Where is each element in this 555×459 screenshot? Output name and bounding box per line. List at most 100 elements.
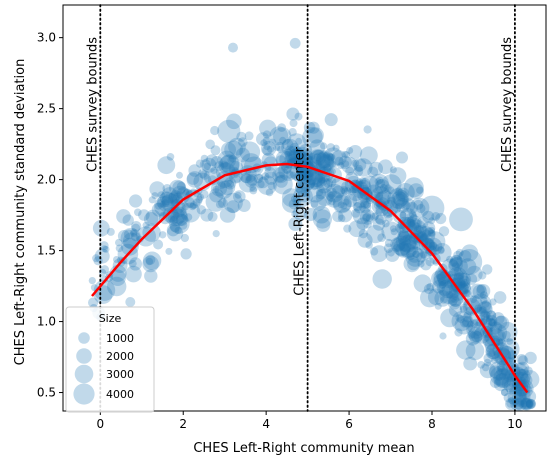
scatter-point [397,231,412,246]
scatter-point [159,231,167,239]
scatter-point [297,171,309,184]
scatter-point [419,195,445,221]
scatter-point [125,265,142,283]
scatter-point [399,239,419,258]
scatter-point [221,160,229,168]
scatter-point [256,173,264,181]
scatter-point [460,318,470,328]
scatter-point [453,267,462,275]
scatter-point [485,310,497,321]
scatter-point [142,251,162,270]
legend-marker [78,332,90,344]
scatter-point [240,172,252,184]
scatter-point [495,338,504,347]
scatter-point [389,167,407,185]
scatter-point [282,139,294,151]
scatter-point [365,241,373,249]
y-axis-label: CHES Left-Right community standard devia… [13,59,28,366]
scatter-point [289,37,301,49]
scatter-point [521,398,533,410]
scatter-point [413,230,427,244]
scatter-point [323,147,344,168]
scatter-point [92,219,110,237]
scatter-point [218,181,226,190]
scatter-point [113,256,120,263]
scatter-point [359,209,376,225]
scatter-point [503,379,517,393]
scatter-point [310,200,319,208]
scatter-point [409,211,416,219]
reference-line-label: CHES Left-Right center [293,146,308,295]
scatter-point [328,191,336,199]
scatter-point [323,163,332,172]
scatter-point [157,192,178,213]
scatter-point [489,323,508,342]
scatter-point [219,207,236,223]
scatter-point [392,204,401,213]
scatter-point [331,176,349,195]
scatter-point [416,252,427,263]
scatter-point [214,161,225,172]
scatter-point [393,209,407,224]
scatter-point [507,387,527,407]
scatter-point [340,186,349,194]
scatter-point [338,155,352,169]
scatter-point [317,155,334,171]
scatter-point [333,193,352,213]
scatter-point [312,209,332,229]
scatter-point [485,315,493,323]
scatter-point [210,125,220,136]
scatter-point [292,205,308,221]
scatter-point [93,279,116,301]
scatter-point [243,156,264,177]
scatter-point [170,208,188,227]
scatter-point [309,149,325,164]
scatter-point [176,191,184,199]
scatter-point [172,211,180,219]
x-tick-label: 0 [96,417,104,431]
legend-marker [74,364,94,384]
scatter-point [387,188,408,209]
scatter-point [486,314,498,327]
scatter-point [434,302,442,310]
scatter-point [157,156,176,175]
scatter-point [356,179,372,195]
scatter-point [221,162,231,172]
scatter-point [235,147,250,163]
scatter-point [399,235,417,253]
scatter-point [145,257,154,266]
scatter-point [428,242,437,251]
scatter-point [219,154,240,174]
scatter-point [285,170,294,179]
scatter-point [359,146,378,165]
x-tick-label: 2 [179,417,187,431]
scatter-point [365,214,374,223]
scatter-point [310,194,327,211]
scatter-point [439,284,459,305]
scatter-point [438,279,458,299]
scatter-point [395,242,411,258]
scatter-point [188,203,197,211]
scatter-point [198,169,208,179]
scatter-point [356,217,369,230]
scatter-point [406,216,414,224]
x-tick-label: 8 [428,417,436,431]
scatter-point [446,289,464,307]
scatter-point [316,177,331,191]
scatter-point [390,228,398,236]
scatter-point [372,218,386,231]
scatter-point [374,178,382,186]
scatter-point [455,314,463,322]
scatter-point [186,171,204,188]
scatter-point [450,277,466,292]
scatter-point [454,315,474,335]
scatter-point [317,176,326,185]
scatter-point [513,391,523,401]
scatter-point [483,311,491,319]
scatter-point [465,341,485,361]
scatter-point [307,121,320,134]
scatter-point [420,259,432,271]
scatter-point [343,224,352,233]
scatter-point [315,153,335,173]
scatter-point [291,210,299,218]
